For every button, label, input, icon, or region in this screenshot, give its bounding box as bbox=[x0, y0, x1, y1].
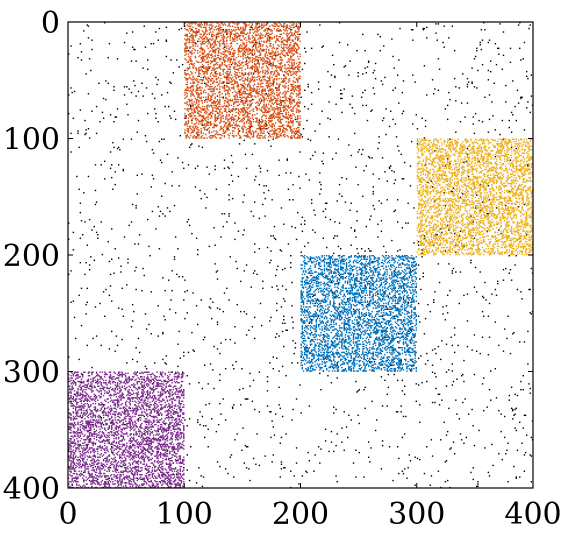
y-tick-label: 0 bbox=[41, 6, 60, 41]
y-tick-label: 100 bbox=[3, 123, 60, 158]
block-4-nonzeros bbox=[68, 371, 185, 489]
x-axis: 0 100 200 300 400 bbox=[58, 22, 562, 532]
x-tick-label: 300 bbox=[388, 497, 445, 532]
y-tick-label: 200 bbox=[3, 239, 60, 274]
plot-area bbox=[68, 22, 534, 489]
x-tick-label: 100 bbox=[156, 497, 213, 532]
y-axis: 0 100 200 300 400 bbox=[3, 6, 533, 507]
block-2-nonzeros bbox=[416, 138, 534, 256]
block-3-nonzeros bbox=[300, 255, 417, 372]
y-tick-label: 400 bbox=[3, 472, 60, 507]
y-tick-label: 300 bbox=[3, 356, 60, 391]
x-tick-label: 400 bbox=[504, 497, 561, 532]
x-tick-label: 0 bbox=[58, 497, 77, 532]
x-tick-label: 200 bbox=[272, 497, 329, 532]
block-1-nonzeros bbox=[184, 22, 301, 139]
